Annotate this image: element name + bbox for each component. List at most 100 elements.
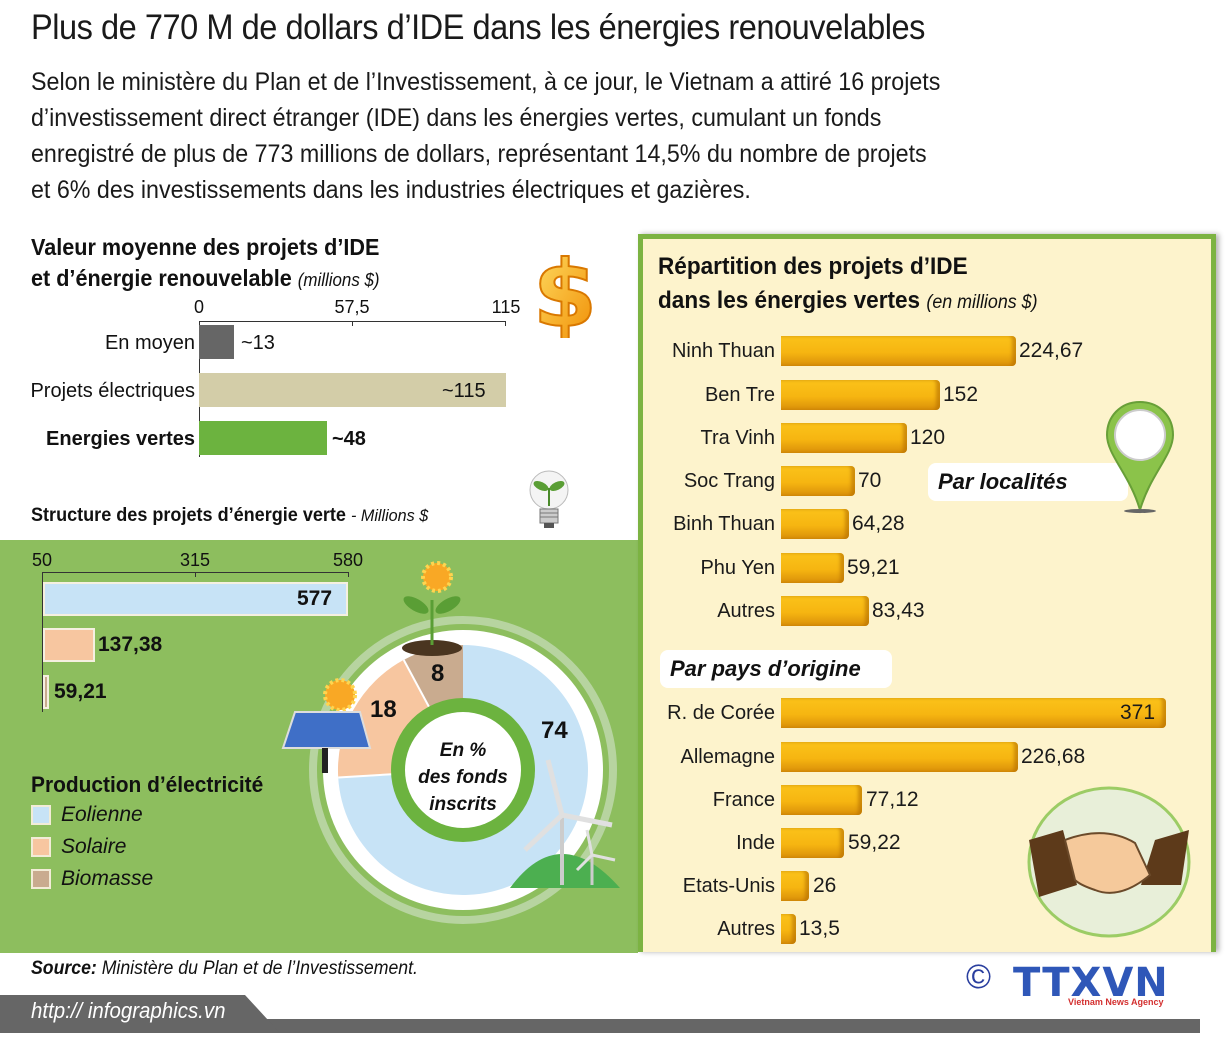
bar-label: En moyen (104, 332, 195, 354)
row-label: Autres (717, 600, 775, 622)
locality-row: Ben Tre 152 (638, 378, 1216, 412)
intro-paragraph: Selon le ministère du Plan et de l’Inves… (31, 64, 1101, 208)
row-label: France (712, 789, 775, 811)
legend-label: Eolienne (61, 803, 143, 826)
svg-text:$: $ (533, 246, 597, 338)
unit-label: (millions $) (297, 270, 380, 290)
intro-line: enregistré de plus de 773 millions de do… (31, 140, 927, 168)
intro-line: et 6% des investissements dans les indus… (31, 176, 751, 204)
intro-line: Selon le ministère du Plan et de l’Inves… (31, 68, 941, 96)
row-value: 83,43 (872, 599, 925, 622)
bar (781, 596, 869, 626)
donut-chart (281, 561, 620, 924)
intro-line: d’investissement direct étranger (IDE) d… (31, 104, 882, 132)
bar (781, 742, 1018, 772)
bar (781, 336, 1016, 366)
source-note: Source: Ministère du Plan et de l’Invest… (31, 958, 418, 980)
locality-row: Tra Vinh 120 (638, 421, 1216, 455)
row-label: Ninh Thuan (671, 340, 775, 362)
country-row: Inde 59,22 (638, 826, 1216, 860)
row-label: Soc Trang (683, 470, 775, 492)
unit-label: - Millions $ (351, 506, 429, 525)
legend-swatch (31, 869, 51, 889)
locality-row: Ninh Thuan 224,67 (638, 334, 1216, 368)
row-label: Allemagne (680, 746, 775, 768)
row-label: Autres (717, 918, 775, 940)
legend-swatch (31, 805, 51, 825)
row-value: 70 (858, 469, 882, 492)
distribution-title: Répartition des projets d’IDE dans les é… (658, 250, 1038, 320)
row-label: Tra Vinh (700, 427, 775, 449)
unit-label: (en millions $) (926, 292, 1038, 313)
legend-swatch (31, 837, 51, 857)
bar-value: 137,38 (98, 633, 163, 656)
legend-item-eolienne: Eolienne (31, 803, 143, 827)
row-value: 224,67 (1019, 339, 1084, 362)
by-country-tag: Par pays d’origine (660, 650, 892, 688)
country-row: Etats-Unis 26 (638, 869, 1216, 903)
row-value: 152 (943, 383, 979, 406)
tick-label: 0 (193, 297, 205, 317)
by-locality-tag: Par localités (928, 463, 1128, 501)
row-label: Ben Tre (704, 384, 775, 406)
ttxvn-logo: TTXVN (1013, 960, 1169, 1006)
bar-biomasse (43, 675, 49, 709)
country-row: R. de Corée 371 (638, 696, 1216, 730)
locality-row: Phu Yen 59,21 (638, 551, 1216, 585)
country-row: Allemagne 226,68 (638, 740, 1216, 774)
donut-center-label: En % des fonds inscrits (405, 737, 521, 818)
logo-subtitle: Vietnam News Agency (1068, 997, 1164, 1007)
row-label: Etats-Unis (682, 875, 775, 897)
bar (781, 871, 809, 901)
row-value: 371 (1120, 701, 1156, 724)
donut-value-biomasse: 8 (431, 660, 445, 687)
row-value: 26 (813, 874, 837, 897)
row-label: Inde (736, 832, 775, 854)
bar (199, 421, 327, 455)
row-value: 13,5 (799, 917, 840, 940)
title-line: dans les énergies vertes (658, 287, 921, 314)
row-value: 64,28 (852, 512, 905, 535)
center-line: En % (439, 740, 487, 761)
bar-row-en-moyen: En moyen ~13 (0, 325, 620, 361)
footer-bar (0, 1019, 1200, 1033)
bar (781, 380, 940, 410)
bar-label: Energies vertes (46, 428, 195, 450)
legend-item-biomasse: Biomasse (31, 867, 153, 891)
title-text: Structure des projets d’énergie verte (31, 505, 346, 526)
map-pin-icon (1105, 400, 1175, 514)
bar-value: 577 (297, 587, 333, 610)
donut-value-eolienne: 74 (541, 717, 568, 744)
row-value: 59,21 (847, 556, 900, 579)
bar-row-projets-electriques: Projets électriques ~115 (0, 373, 620, 409)
bar (781, 698, 1166, 728)
legend-label: Solaire (61, 835, 127, 858)
legend-label: Biomasse (61, 867, 154, 890)
donut-value-solaire: 18 (370, 696, 397, 723)
tick-label: 50 (31, 550, 53, 570)
row-value: 77,12 (866, 788, 919, 811)
bar (199, 325, 234, 359)
bar-value: ~48 (332, 428, 366, 450)
website-link[interactable]: http:// infographics.vn (31, 998, 226, 1023)
tick-label: 57,5 (334, 297, 370, 317)
source-label: Source: (31, 958, 97, 979)
tick-label: 115 (491, 297, 521, 317)
bar (199, 373, 506, 407)
tick-label: 580 (332, 550, 364, 570)
bar-row-energies-vertes: Energies vertes ~48 (0, 421, 620, 457)
locality-row: Soc Trang 70 (638, 464, 1216, 498)
bar (781, 785, 862, 815)
bar-eolienne (43, 582, 348, 616)
average-value-title: Valeur moyenne des projets d’IDE et d’én… (31, 232, 380, 296)
dollar-icon: $ (532, 246, 598, 338)
legend-item-solaire: Solaire (31, 835, 126, 859)
bar (781, 423, 907, 453)
bar (781, 553, 844, 583)
row-label: R. de Corée (667, 702, 775, 724)
country-row: France 77,12 (638, 783, 1216, 817)
row-value: 226,68 (1021, 745, 1086, 768)
row-value: 120 (910, 426, 946, 449)
bar-value: ~115 (442, 380, 486, 402)
page-title: Plus de 770 M de dollars d’IDE dans les … (31, 8, 925, 47)
